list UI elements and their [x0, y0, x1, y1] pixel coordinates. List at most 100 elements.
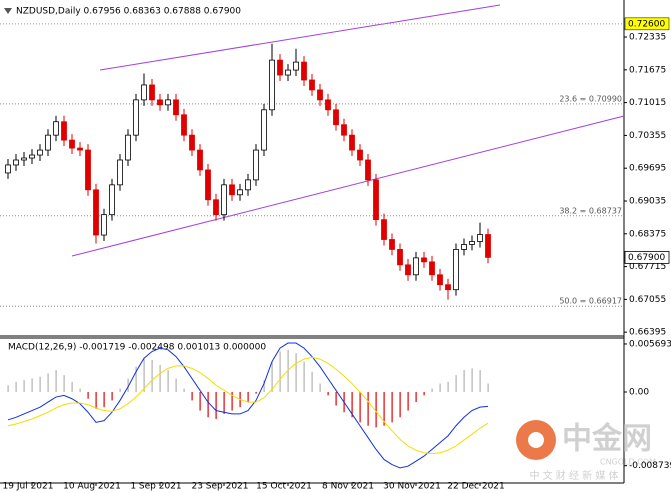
candle-body	[261, 109, 267, 151]
candle-body	[349, 134, 355, 151]
macd-histogram-bar	[423, 391, 425, 396]
x-tick-label: 8 Nov 2021	[322, 482, 374, 492]
macd-histogram-bar	[303, 361, 305, 392]
y-tick-label: 0.67715	[629, 262, 666, 272]
fib-label: 38.2 = 0.68737	[559, 206, 622, 215]
candle-body	[429, 261, 435, 276]
macd-histogram-bar	[23, 380, 25, 392]
watermark: 中金网 CNGOLD.COM 中 文 财 经 新 媒 体	[516, 420, 656, 482]
macd-histogram-bar	[143, 358, 145, 392]
candle-body	[141, 84, 147, 101]
macd-histogram-bar	[463, 370, 465, 392]
macd-histogram-bar	[31, 378, 33, 392]
macd-histogram-bar	[383, 391, 385, 426]
macd-histogram-bar	[431, 388, 433, 392]
candle-body	[101, 214, 107, 236]
y-tick-label: 0.71015	[629, 98, 666, 108]
macd-histogram-bar	[279, 351, 281, 392]
macd-histogram-bar	[295, 353, 297, 392]
candle-body	[213, 199, 219, 216]
candle-body	[237, 189, 243, 196]
candle-body	[333, 109, 339, 126]
macd-histogram-bar	[271, 361, 273, 392]
candle-body	[93, 189, 99, 236]
macd-line	[7, 342, 489, 469]
candle-body	[325, 99, 331, 111]
last-price-label: 0.67900	[628, 253, 665, 263]
macd-histogram-bar	[71, 381, 73, 392]
macd-histogram-bar	[95, 391, 97, 409]
candle-body	[269, 59, 275, 111]
macd-histogram-bar	[39, 376, 41, 392]
macd-histogram-bar	[55, 370, 57, 392]
macd-histogram-bar	[255, 391, 257, 394]
x-tick-label: 30 Nov 2021	[383, 482, 441, 492]
candle-body	[453, 249, 459, 291]
candle-body	[421, 257, 427, 263]
y-tick-label: -0.008739	[629, 461, 671, 471]
candle-body	[109, 184, 115, 216]
candle-body	[181, 114, 187, 136]
macd-histogram-bar	[319, 383, 321, 392]
macd-histogram-bar	[103, 391, 105, 408]
candle-body	[117, 159, 123, 186]
candle-body	[445, 284, 451, 291]
candle-body	[53, 121, 59, 136]
y-tick-label: 0.71675	[629, 65, 666, 75]
candle-body	[461, 244, 467, 250]
macd-histogram-bar	[455, 375, 457, 392]
macd-histogram-bar	[327, 391, 329, 396]
macd-histogram-bar	[167, 370, 169, 392]
level-label-box	[624, 17, 670, 31]
watermark-site: CNGOLD.COM	[600, 458, 656, 467]
candle-body	[21, 157, 27, 161]
x-tick-label: 22 Dec 2021	[447, 482, 505, 492]
candle-body	[437, 274, 443, 286]
macd-histogram-bar	[175, 378, 177, 392]
channel-line	[71, 115, 625, 257]
candle-body	[405, 264, 411, 276]
candle-body	[397, 249, 403, 266]
macd-histogram-bar	[359, 391, 361, 423]
candle-body	[301, 61, 307, 81]
watermark-logo	[528, 432, 544, 448]
candle-body	[357, 149, 363, 161]
candle-body	[37, 149, 43, 156]
y-tick-label: 0.005693	[629, 339, 671, 349]
candle-body	[381, 219, 387, 240]
candle-body	[125, 134, 131, 161]
macd-histogram-bar	[63, 375, 65, 392]
macd-histogram-bar	[287, 349, 289, 392]
candle-body	[229, 184, 235, 196]
y-tick-label: 0.66395	[629, 328, 666, 338]
macd-histogram-bar	[247, 391, 249, 403]
candle-body	[197, 149, 203, 171]
x-tick-label: 23 Sep 2021	[191, 482, 248, 492]
candle-body	[77, 147, 83, 151]
macd-histogram-bar	[47, 373, 49, 392]
x-tick-label: 15 Oct 2021	[256, 482, 312, 492]
x-tick-label: 19 Jul 2021	[3, 482, 54, 492]
candle-body	[69, 139, 75, 149]
macd-histogram-bar	[159, 364, 161, 392]
candle-body	[45, 134, 51, 151]
macd-histogram-bar	[87, 391, 89, 399]
macd-histogram-bar	[439, 383, 441, 392]
y-tick-label: 0.70355	[629, 131, 666, 141]
candle-body	[277, 59, 283, 76]
candle-body	[373, 179, 379, 221]
macd-line	[7, 356, 489, 455]
y-tick-label: 0.69035	[629, 196, 666, 206]
candle-body	[157, 99, 163, 106]
candle-body	[149, 84, 155, 101]
macd-histogram-bar	[367, 391, 369, 426]
macd-histogram-bar	[151, 359, 153, 392]
candle-body	[477, 234, 483, 242]
candle-body	[85, 149, 91, 191]
candle-body	[189, 134, 195, 151]
fib-label: 23.6 = 0.70990	[559, 94, 622, 103]
watermark-slogan: 中 文 财 经 新 媒 体	[529, 469, 618, 482]
x-tick-label: 1 Sep 2021	[130, 482, 181, 492]
y-tick-label: 0.69695	[629, 164, 666, 174]
candle-body	[293, 61, 299, 71]
